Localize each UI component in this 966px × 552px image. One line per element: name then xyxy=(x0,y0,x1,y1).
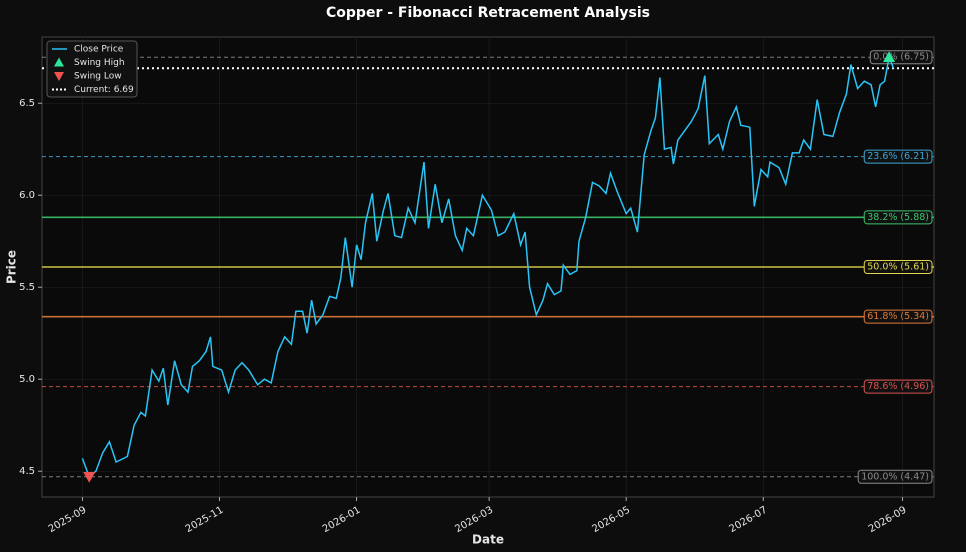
fib-label: 78.6% (4.96) xyxy=(863,379,933,394)
fib-label-text: 0.0% (6.75) xyxy=(873,52,929,63)
fib-label-text: 23.6% (6.21) xyxy=(867,151,929,162)
y-tick-label: 4.5 xyxy=(19,466,35,477)
fib-label-box xyxy=(863,260,933,274)
fib-label-text: 61.8% (5.34) xyxy=(867,311,929,322)
fib-label-box xyxy=(863,379,933,394)
fib-label-text: 78.6% (4.96) xyxy=(867,381,929,392)
y-tick-label: 5.5 xyxy=(19,282,35,293)
swing-low-marker xyxy=(83,471,96,483)
fib-label: 38.2% (5.88) xyxy=(863,210,933,225)
legend-label: Current: 6.69 xyxy=(74,85,134,95)
x-axis-label: Date xyxy=(472,533,504,547)
y-axis-label: Price xyxy=(5,250,19,284)
legend-box xyxy=(46,40,138,98)
price-line xyxy=(81,54,895,479)
fib-label-text: 50.0% (5.61) xyxy=(867,262,929,273)
y-tick-label: 5.0 xyxy=(19,374,35,385)
fib-label: 50.0% (5.61) xyxy=(863,260,933,274)
legend-label: Swing High xyxy=(74,58,125,68)
fib-label-box xyxy=(863,149,933,164)
legend-swatch xyxy=(54,72,64,81)
fib-label-text: 38.2% (5.88) xyxy=(867,212,929,223)
fib-label: 0.0% (6.75) xyxy=(869,50,933,65)
fib-label: 23.6% (6.21) xyxy=(863,149,933,164)
fib-label-box xyxy=(863,309,933,324)
fib-label-text: 100.0% (4.47) xyxy=(861,471,929,482)
y-tick-label: 6.0 xyxy=(19,190,35,201)
chart-title: Copper - Fibonacci Retracement Analysis xyxy=(326,5,650,21)
swing-high-marker xyxy=(883,51,896,63)
fib-label-box xyxy=(863,210,933,225)
y-tick-label: 6.5 xyxy=(19,98,35,109)
legend-label: Swing Low xyxy=(74,72,122,82)
fib-label: 100.0% (4.47) xyxy=(857,469,933,484)
legend-label: Close Price xyxy=(74,45,124,55)
legend-swatch xyxy=(54,57,64,67)
fib-label-box xyxy=(857,469,933,484)
fib-label: 61.8% (5.34) xyxy=(863,309,933,324)
